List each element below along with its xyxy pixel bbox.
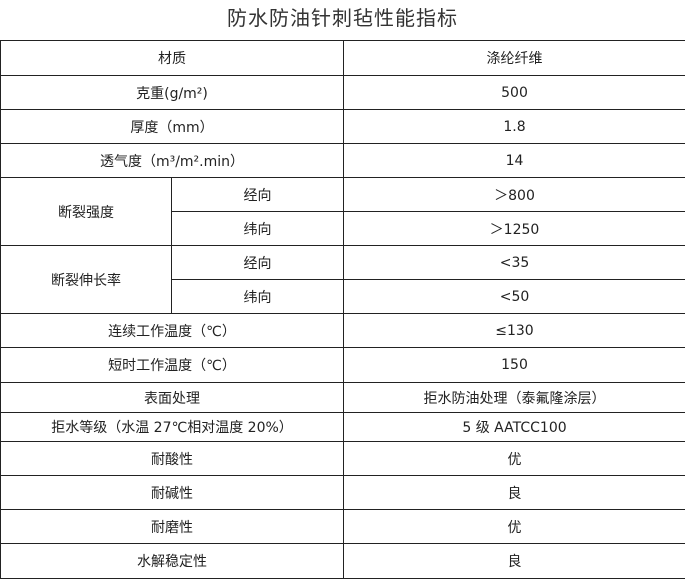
table-row: 拒水等级（水温 27℃相对温度 20%） 5 级 AATCC100 xyxy=(1,413,685,442)
row-label: 短时工作温度（℃） xyxy=(1,348,344,383)
row-value: 拒水防油处理（泰氟隆涂层） xyxy=(344,383,685,413)
elongation-weft-value: <50 xyxy=(344,280,685,314)
row-label: 水解稳定性 xyxy=(1,544,344,579)
row-label: 连续工作温度（℃） xyxy=(1,314,344,348)
row-value: 14 xyxy=(344,144,685,178)
row-value: 优 xyxy=(344,510,685,544)
row-label: 克重(g/m²) xyxy=(1,76,344,110)
row-label: 耐磨性 xyxy=(1,510,344,544)
row-value: 500 xyxy=(344,76,685,110)
row-label: 拒水等级（水温 27℃相对温度 20%） xyxy=(1,413,344,442)
row-value: 良 xyxy=(344,476,685,510)
table-row: 断裂伸长率 经向 <35 xyxy=(1,246,685,280)
strength-label: 断裂强度 xyxy=(1,178,172,246)
table-row: 厚度（mm） 1.8 xyxy=(1,110,685,144)
table-row: 断裂强度 经向 ＞800 xyxy=(1,178,685,212)
strength-weft-value: ＞1250 xyxy=(344,212,685,246)
table-row: 透气度（m³/m².min） 14 xyxy=(1,144,685,178)
table-header-row: 材质 涤纶纤维 xyxy=(1,41,685,76)
row-label: 耐酸性 xyxy=(1,442,344,476)
row-value: 5 级 AATCC100 xyxy=(344,413,685,442)
elongation-warp-value: <35 xyxy=(344,246,685,280)
table-row: 耐磨性 优 xyxy=(1,510,685,544)
row-value: ≤130 xyxy=(344,314,685,348)
table-row: 耐酸性 优 xyxy=(1,442,685,476)
table-row: 表面处理 拒水防油处理（泰氟隆涂层） xyxy=(1,383,685,413)
table-row: 水解稳定性 良 xyxy=(1,544,685,579)
strength-weft-label: 纬向 xyxy=(172,212,344,246)
strength-warp-value: ＞800 xyxy=(344,178,685,212)
row-label: 耐碱性 xyxy=(1,476,344,510)
table-row: 短时工作温度（℃） 150 xyxy=(1,348,685,383)
row-value: 150 xyxy=(344,348,685,383)
row-value: 1.8 xyxy=(344,110,685,144)
table-row: 克重(g/m²) 500 xyxy=(1,76,685,110)
row-label: 厚度（mm） xyxy=(1,110,344,144)
row-value: 优 xyxy=(344,442,685,476)
page-title: 防水防油针刺毡性能指标 xyxy=(0,4,685,32)
row-label: 表面处理 xyxy=(1,383,344,413)
row-value: 良 xyxy=(344,544,685,579)
spec-table: 材质 涤纶纤维 克重(g/m²) 500 厚度（mm） 1.8 透气度（m³/m… xyxy=(0,40,685,579)
table-row: 连续工作温度（℃） ≤130 xyxy=(1,314,685,348)
elongation-warp-label: 经向 xyxy=(172,246,344,280)
strength-warp-label: 经向 xyxy=(172,178,344,212)
elongation-weft-label: 纬向 xyxy=(172,280,344,314)
table-row: 耐碱性 良 xyxy=(1,476,685,510)
header-label: 材质 xyxy=(1,41,344,76)
elongation-label: 断裂伸长率 xyxy=(1,246,172,314)
row-label: 透气度（m³/m².min） xyxy=(1,144,344,178)
header-value: 涤纶纤维 xyxy=(344,41,685,76)
